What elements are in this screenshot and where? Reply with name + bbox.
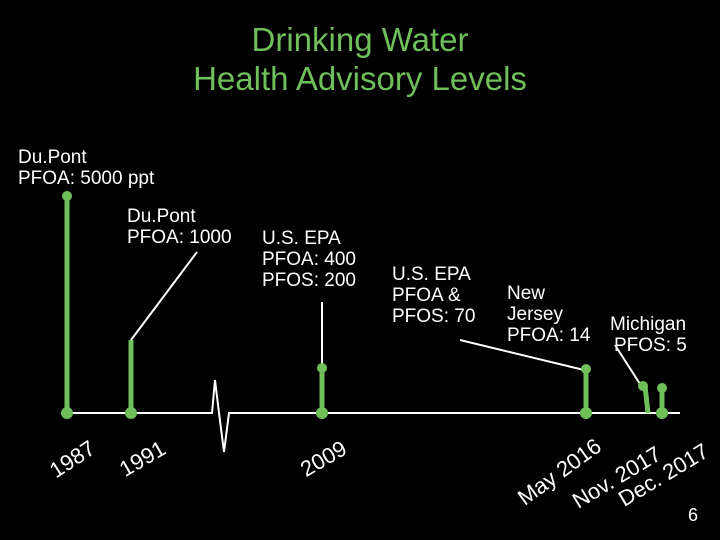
timeline-axis [62,379,680,453]
label-line: PFOA: 1000 [127,227,232,248]
event-dot-nov2017 [638,381,648,391]
label-line: U.S. EPA [392,264,471,285]
label-line: PFOA & [392,285,461,306]
label-line: Jersey [507,304,563,325]
label-line: PFOA: 14 [507,325,591,346]
title-line-1: Drinking Water [251,21,469,58]
label-line: Du.Pont [127,206,196,227]
label-epa-2009: U.S. EPA PFOA: 400 PFOS: 200 [262,228,356,291]
label-line: New [507,283,546,304]
label-line: PFOS: 5 [614,335,687,356]
event-dot-2009 [317,363,327,373]
event-tick-nov2017 [642,385,651,414]
event-dot-1987 [61,407,73,419]
label-line: U.S. EPA [262,228,341,249]
slide-title: Drinking Water Health Advisory Levels [0,20,720,98]
label-michigan: Michigan PFOS: 5 [610,314,687,356]
label-line: PFOA: 400 [262,249,356,270]
connector-nov2017 [614,344,641,385]
connector-1991 [130,251,198,341]
connector-2016 [459,339,585,371]
event-dot-1987-top [62,191,72,201]
page-number: 6 [688,505,699,525]
event-dot-1991 [125,407,137,419]
event-dot-2009-base [316,407,328,419]
title-line-2: Health Advisory Levels [193,60,527,97]
label-dupont-5000: Du.Pont PFOA: 5000 ppt [18,147,154,189]
event-dot-2016 [581,364,591,374]
label-line: Du.Pont [18,147,87,168]
label-epa-2016: U.S. EPA PFOA & PFOS: 70 [392,264,475,327]
event-dot-dec2017-base [656,407,668,419]
event-dot-dec2017 [657,383,667,393]
label-new-jersey: New Jersey PFOA: 14 [507,283,590,346]
label-line: PFOS: 200 [262,270,356,291]
event-dot-2016-base [580,407,592,419]
label-line: PFOA: 5000 ppt [18,168,155,189]
label-dupont-1000: Du.Pont PFOA: 1000 [127,206,232,248]
label-line: PFOS: 70 [392,306,476,327]
label-line: Michigan [610,314,687,335]
